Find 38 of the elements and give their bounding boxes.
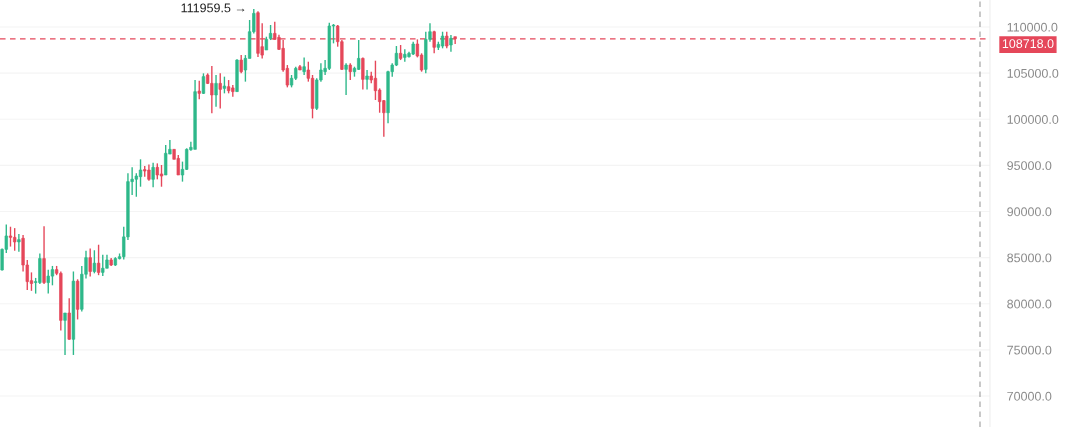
- y-tick-label: 95000.0: [1007, 161, 1052, 171]
- candlestick: [17, 233, 21, 253]
- y-tick-label: 110000.0: [1007, 22, 1058, 32]
- candlestick: [357, 39, 361, 71]
- y-tick-label: 70000.0: [1007, 391, 1052, 401]
- candlestick: [138, 158, 143, 188]
- candlestick: [13, 227, 17, 252]
- candlestick: [164, 144, 168, 176]
- ref-line-label: 108718.0: [1002, 39, 1054, 49]
- y-tick-label: 90000.0: [1007, 207, 1052, 217]
- candlestick: [46, 268, 50, 295]
- y-tick-label: 75000.0: [1007, 345, 1052, 355]
- candlestick: [92, 249, 97, 275]
- y-tick-label: 80000.0: [1007, 299, 1052, 309]
- candlestick: [361, 56, 365, 91]
- candlestick: [344, 62, 348, 96]
- candlestick: [197, 80, 201, 101]
- candlestick: [239, 54, 243, 75]
- candlestick: [373, 60, 378, 101]
- annotation: 111959.5 →: [181, 3, 245, 13]
- candlestick: [8, 226, 13, 248]
- candlestick: [88, 247, 92, 278]
- candlestick: [302, 56, 306, 76]
- candlestick: [210, 65, 214, 115]
- candlestick: [96, 244, 101, 276]
- candlestick: [159, 164, 164, 188]
- candlestick: [38, 252, 42, 285]
- candlestick: [218, 72, 222, 110]
- candlestick: [151, 161, 155, 189]
- candlestick: [365, 69, 369, 91]
- candlestick: [214, 74, 218, 108]
- y-tick-label: 85000.0: [1007, 253, 1052, 263]
- y-tick-label: 100000.0: [1007, 115, 1059, 124]
- candlestick: [101, 254, 105, 277]
- candlestick: [403, 48, 407, 63]
- candlestick: [42, 225, 46, 285]
- candlestick: [63, 312, 67, 356]
- y-tick-label: 105000.0: [1007, 68, 1059, 78]
